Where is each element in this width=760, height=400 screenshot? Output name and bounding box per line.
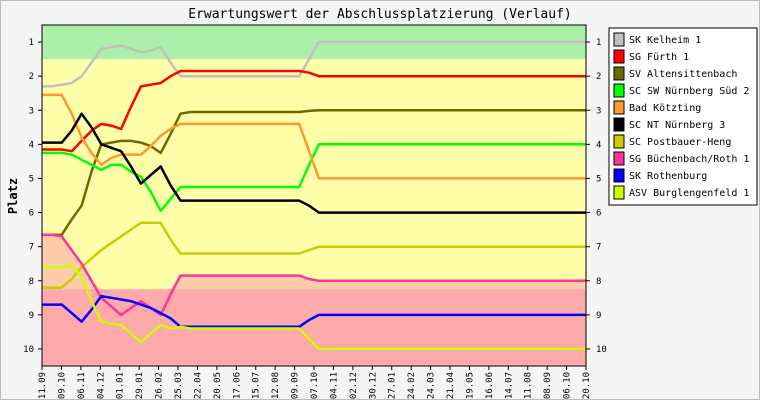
series-line-6	[42, 221, 586, 289]
y-tick-label-right-4: 4	[596, 140, 601, 150]
x-tick-label-14: 07.10	[310, 372, 320, 399]
x-tick-label-11: 15.07	[252, 372, 262, 399]
chart-title: Erwartungswert der Abschlussplatzierung …	[188, 7, 572, 22]
zone-band-1	[42, 59, 586, 290]
legend-label-3: SC SW Nürnberg Süd 2	[629, 86, 749, 97]
legend-swatch-6	[613, 134, 625, 149]
y-tick-label-1: 1	[29, 38, 34, 48]
x-tick-label-28: 20.10	[582, 372, 592, 399]
legend-swatch-4	[613, 100, 625, 115]
x-tick-label-3: 04.12	[96, 372, 106, 399]
legend-swatch-3	[613, 83, 625, 98]
x-tick-label-24: 14.07	[504, 372, 514, 399]
series-line-4	[42, 93, 586, 180]
y-tick-label-5: 5	[29, 174, 34, 184]
x-tick-label-17: 30.12	[368, 372, 378, 399]
series-line-2	[42, 109, 586, 236]
y-tick-label-10: 10	[23, 345, 34, 355]
y-tick-label-2: 2	[29, 72, 34, 82]
legend-label-7: SG Büchenbach/Roth 1	[629, 154, 749, 165]
x-tick-label-12: 12.08	[271, 372, 281, 399]
x-tick-label-10: 17.06	[232, 372, 242, 399]
legend-label-1: SG Fürth 1	[629, 52, 689, 63]
x-tick-label-18: 27.01	[388, 372, 398, 399]
x-tick-label-26: 08.09	[543, 372, 553, 399]
y-axis-label: Platz	[6, 178, 20, 214]
x-tick-label-22: 19.05	[465, 372, 475, 399]
y-tick-label-right-6: 6	[596, 209, 601, 219]
y-tick-label-right-7: 7	[596, 243, 601, 253]
x-tick-label-25: 11.08	[524, 372, 534, 399]
legend-swatch-8	[613, 168, 625, 183]
x-tick-label-27: 06.10	[563, 372, 573, 399]
x-tick-label-23: 16.06	[485, 372, 495, 399]
x-tick-label-1: 09.10	[57, 372, 67, 399]
legend-box	[608, 27, 758, 206]
x-tick-label-20: 24.03	[427, 372, 437, 399]
series-line-1	[42, 69, 586, 153]
relegation-area	[42, 234, 586, 366]
x-tick-label-0: 11.09	[38, 372, 48, 399]
series-line-7	[42, 233, 586, 317]
x-tick-label-4: 01.01	[116, 372, 126, 399]
y-tick-label-9: 9	[29, 311, 34, 321]
x-tick-label-5: 29.01	[135, 372, 145, 399]
y-tick-label-4: 4	[29, 140, 34, 150]
x-tick-label-9: 20.05	[213, 372, 223, 399]
x-tick-label-8: 22.04	[193, 372, 203, 399]
legend-label-0: SK Kelheim 1	[629, 35, 701, 46]
legend-swatch-7	[613, 151, 625, 166]
x-tick-label-16: 02.12	[349, 372, 359, 399]
x-tick-label-13: 09.09	[291, 372, 301, 399]
y-tick-label-right-3: 3	[596, 106, 601, 116]
legend-label-4: Bad Kötzting	[629, 103, 701, 114]
legend-label-2: SV Altensittenbach	[629, 69, 737, 80]
legend-swatch-0	[613, 32, 625, 47]
y-tick-label-right-1: 1	[596, 38, 601, 48]
y-tick-label-right-10: 10	[596, 345, 607, 355]
y-tick-label-6: 6	[29, 209, 34, 219]
y-tick-label-right-8: 8	[596, 277, 601, 287]
y-tick-label-7: 7	[29, 243, 34, 253]
series-line-9	[42, 264, 586, 351]
y-tick-label-right-9: 9	[596, 311, 601, 321]
series-line-3	[42, 143, 586, 213]
legend-label-5: SC NT Nürnberg 3	[629, 120, 725, 131]
series-line-5	[42, 112, 586, 214]
x-tick-label-15: 04.11	[329, 372, 339, 399]
legend-swatch-2	[613, 66, 625, 81]
legend-swatch-5	[613, 117, 625, 132]
x-tick-label-21: 21.04	[446, 372, 456, 399]
legend-label-8: SK Rothenburg	[629, 171, 707, 182]
y-tick-label-8: 8	[29, 277, 34, 287]
x-tick-label-19: 24.02	[407, 372, 417, 399]
series-line-0	[42, 40, 586, 88]
legend-swatch-1	[613, 49, 625, 64]
series-line-8	[42, 294, 586, 329]
x-tick-label-2: 06.11	[77, 372, 87, 399]
legend-label-6: SC Postbauer-Heng	[629, 137, 731, 148]
legend-swatch-9	[613, 185, 625, 200]
x-tick-label-7: 25.03	[174, 372, 184, 399]
y-tick-label-3: 3	[29, 106, 34, 116]
legend-label-9: ASV Burglengenfeld 1	[629, 188, 749, 199]
y-tick-label-right-5: 5	[596, 174, 601, 184]
y-tick-label-right-2: 2	[596, 72, 601, 82]
x-tick-label-6: 26.02	[155, 372, 165, 399]
